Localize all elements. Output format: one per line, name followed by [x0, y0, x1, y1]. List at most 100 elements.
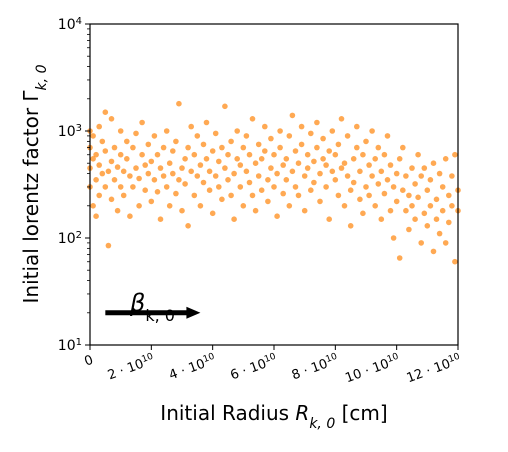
data-point — [381, 151, 388, 158]
y-axis-label: Initial lorentz factor Γk, 0 — [19, 64, 50, 303]
data-point — [430, 248, 437, 255]
data-point — [354, 123, 360, 130]
data-point — [212, 173, 219, 179]
data-point — [200, 141, 207, 148]
data-point — [409, 165, 415, 171]
data-point — [124, 138, 130, 145]
data-point — [148, 198, 155, 205]
data-point — [360, 210, 366, 217]
data-point — [200, 179, 207, 186]
data-point — [400, 187, 406, 193]
data-point — [234, 128, 240, 134]
data-point — [326, 148, 333, 154]
data-point — [366, 162, 372, 168]
data-point — [344, 133, 351, 139]
data-point — [369, 128, 375, 134]
data-point — [387, 207, 394, 214]
data-point — [384, 133, 391, 139]
data-point — [317, 198, 323, 205]
data-point — [90, 203, 96, 209]
data-point — [274, 170, 280, 177]
data-point — [298, 141, 305, 148]
data-point — [212, 130, 219, 137]
data-point — [311, 158, 317, 165]
data-point — [105, 168, 112, 175]
data-point — [393, 198, 400, 205]
data-point — [289, 112, 296, 119]
data-point — [157, 165, 164, 171]
data-point — [246, 151, 253, 158]
direction-arrow-head — [186, 306, 201, 319]
data-point — [304, 151, 311, 158]
data-point — [111, 144, 118, 151]
data-point — [117, 184, 124, 190]
data-point — [163, 184, 170, 190]
data-point — [154, 189, 161, 195]
data-point — [93, 151, 99, 158]
data-point — [142, 187, 148, 193]
data-point — [170, 148, 176, 154]
data-point — [133, 165, 139, 171]
data-point — [262, 123, 268, 130]
data-point — [311, 179, 317, 186]
data-point — [179, 165, 185, 171]
data-point — [329, 168, 336, 175]
data-point — [188, 123, 194, 130]
data-point — [93, 213, 99, 219]
data-point — [191, 192, 198, 199]
data-point — [262, 148, 268, 154]
data-point — [418, 173, 425, 179]
data-point — [409, 203, 415, 209]
data-point — [124, 156, 130, 162]
data-point — [130, 184, 136, 190]
data-point — [93, 177, 99, 183]
y-tick-label: 104 — [58, 16, 82, 34]
data-point — [108, 196, 115, 203]
data-point — [289, 168, 296, 175]
data-point — [350, 156, 357, 162]
data-point — [249, 192, 256, 199]
data-point — [350, 179, 357, 186]
data-point — [176, 100, 182, 107]
data-point — [412, 181, 418, 187]
data-point — [375, 144, 382, 151]
data-point — [446, 219, 452, 226]
data-point — [108, 116, 115, 122]
x-tick-label: 10 · 1010 — [343, 352, 402, 387]
data-point — [439, 184, 446, 190]
data-point — [130, 144, 136, 151]
data-point — [231, 170, 237, 177]
data-point — [384, 177, 391, 183]
data-point — [163, 128, 170, 134]
data-point — [301, 173, 308, 179]
data-point — [231, 216, 237, 222]
data-point — [133, 130, 139, 137]
data-point — [271, 184, 277, 190]
data-point — [96, 162, 102, 168]
data-point — [252, 207, 259, 214]
data-point — [268, 135, 274, 142]
data-point — [102, 184, 109, 190]
data-point — [403, 173, 409, 179]
data-point — [323, 184, 329, 190]
data-point — [326, 216, 333, 222]
data-point — [347, 223, 354, 229]
data-point — [308, 187, 314, 193]
data-point — [452, 151, 458, 158]
data-point — [145, 170, 152, 177]
data-point — [117, 128, 124, 134]
data-point — [439, 207, 446, 214]
data-point — [136, 175, 142, 182]
data-point — [182, 181, 188, 187]
data-point — [436, 230, 443, 237]
y-axis-ticks: 101 102 103 104 — [58, 16, 90, 354]
data-point — [265, 198, 271, 205]
data-point — [393, 170, 400, 177]
data-point — [390, 184, 397, 190]
x-axis-ticks: 0 2 · 1010 4 · 1010 6 · 1010 8 · 1010 10 · 10… — [82, 345, 464, 387]
data-point — [219, 144, 225, 151]
data-point — [406, 192, 412, 199]
data-point — [363, 138, 369, 145]
data-point — [308, 130, 314, 137]
data-point — [436, 170, 443, 177]
